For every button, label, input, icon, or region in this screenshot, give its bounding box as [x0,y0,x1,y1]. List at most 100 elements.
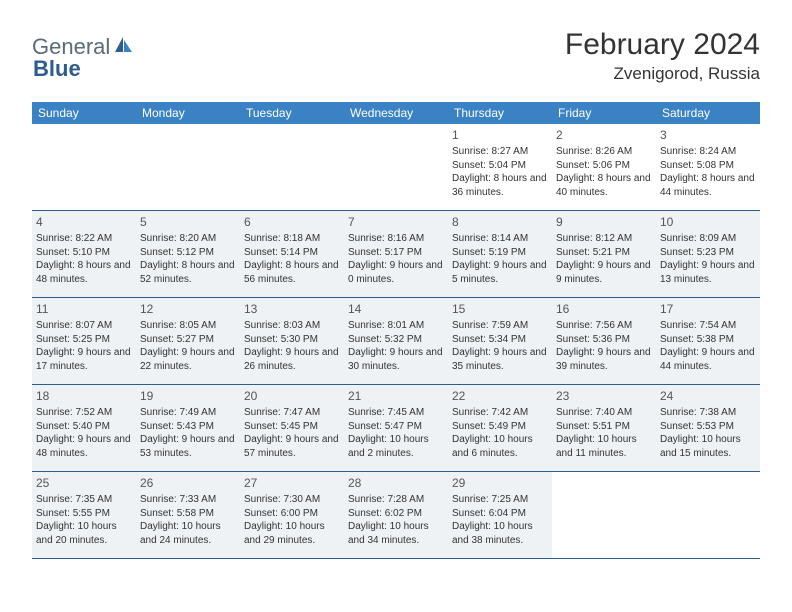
day-number: 25 [36,475,132,491]
sunrise-text: Sunrise: 7:59 AM [452,319,548,333]
sunset-text: Sunset: 5:32 PM [348,333,444,347]
day-number: 9 [556,214,652,230]
calendar-day-cell: 17Sunrise: 7:54 AMSunset: 5:38 PMDayligh… [656,298,760,384]
sunset-text: Sunset: 5:58 PM [140,507,236,521]
sail-icon [114,35,134,58]
daylight-text: Daylight: 8 hours and 52 minutes. [140,259,236,286]
day-number: 28 [348,475,444,491]
calendar-day-cell: 23Sunrise: 7:40 AMSunset: 5:51 PMDayligh… [552,385,656,471]
calendar-day-cell: 8Sunrise: 8:14 AMSunset: 5:19 PMDaylight… [448,211,552,297]
daylight-text: Daylight: 9 hours and 0 minutes. [348,259,444,286]
calendar-day-cell: 1Sunrise: 8:27 AMSunset: 5:04 PMDaylight… [448,124,552,210]
day-number: 3 [660,127,756,143]
calendar-day-cell: 9Sunrise: 8:12 AMSunset: 5:21 PMDaylight… [552,211,656,297]
sunset-text: Sunset: 5:34 PM [452,333,548,347]
calendar-day-cell: 22Sunrise: 7:42 AMSunset: 5:49 PMDayligh… [448,385,552,471]
sunrise-text: Sunrise: 7:45 AM [348,406,444,420]
sunset-text: Sunset: 5:27 PM [140,333,236,347]
sunrise-text: Sunrise: 7:54 AM [660,319,756,333]
calendar-day-cell [552,472,656,558]
calendar-day-cell: 5Sunrise: 8:20 AMSunset: 5:12 PMDaylight… [136,211,240,297]
daylight-text: Daylight: 10 hours and 2 minutes. [348,433,444,460]
sunrise-text: Sunrise: 7:33 AM [140,493,236,507]
daylight-text: Daylight: 9 hours and 44 minutes. [660,346,756,373]
sunset-text: Sunset: 5:30 PM [244,333,340,347]
sunrise-text: Sunrise: 8:16 AM [348,232,444,246]
sunrise-text: Sunrise: 8:22 AM [36,232,132,246]
daylight-text: Daylight: 9 hours and 39 minutes. [556,346,652,373]
calendar-day-cell: 21Sunrise: 7:45 AMSunset: 5:47 PMDayligh… [344,385,448,471]
sunset-text: Sunset: 5:51 PM [556,420,652,434]
sunrise-text: Sunrise: 7:40 AM [556,406,652,420]
day-number: 22 [452,388,548,404]
day-number: 15 [452,301,548,317]
weekday-header: Friday [552,102,656,124]
weekday-header: Sunday [32,102,136,124]
calendar-day-cell: 25Sunrise: 7:35 AMSunset: 5:55 PMDayligh… [32,472,136,558]
calendar-week-row: 1 Sunrise: 8:27 AMSunset: 5:04 PM Daylight… [32,124,760,210]
sunrise-text: Sunrise: 8:20 AM [140,232,236,246]
day-number: 14 [348,301,444,317]
day-number: 23 [556,388,652,404]
weekday-header: Thursday [448,102,552,124]
daylight-text: Daylight: 9 hours and 53 minutes. [140,433,236,460]
daylight-text: Daylight: 10 hours and 20 minutes. [36,520,132,547]
weekday-header: Wednesday [344,102,448,124]
calendar-day-cell: 2Sunrise: 8:26 AMSunset: 5:06 PMDaylight… [552,124,656,210]
sunset-text: Sunset: 5:25 PM [36,333,132,347]
sunset-text: Sunset: 5:45 PM [244,420,340,434]
calendar-day-cell: 11Sunrise: 8:07 AMSunset: 5:25 PMDayligh… [32,298,136,384]
calendar-body: 1 Sunrise: 8:27 AMSunset: 5:04 PM Daylight… [32,124,760,558]
calendar-day-cell: 6Sunrise: 8:18 AMSunset: 5:14 PMDaylight… [240,211,344,297]
day-number: 2 [556,127,652,143]
sunset-text: Sunset: 5:43 PM [140,420,236,434]
calendar-day-cell: 14Sunrise: 8:01 AMSunset: 5:32 PMDayligh… [344,298,448,384]
daylight-text: Daylight: 9 hours and 9 minutes. [556,259,652,286]
sunset-text: Sunset: 5:12 PM [140,246,236,260]
calendar-week-row: 4Sunrise: 8:22 AMSunset: 5:10 PMDaylight… [32,210,760,297]
daylight-text: Daylight: 8 hours and 44 minutes. [660,172,756,199]
calendar-day-cell: 28Sunrise: 7:28 AMSunset: 6:02 PMDayligh… [344,472,448,558]
sunrise-text: Sunrise: 8:01 AM [348,319,444,333]
calendar-grid: SundayMondayTuesdayWednesdayThursdayFrid… [32,102,760,559]
daylight-text: Daylight: 10 hours and 6 minutes. [452,433,548,460]
month-title: February 2024 [565,28,760,62]
calendar-day-cell: 10Sunrise: 8:09 AMSunset: 5:23 PMDayligh… [656,211,760,297]
sunset-text: Sunset: 5:17 PM [348,246,444,260]
calendar-day-cell: 7Sunrise: 8:16 AMSunset: 5:17 PMDaylight… [344,211,448,297]
day-number: 13 [244,301,340,317]
calendar-day-cell: 16Sunrise: 7:56 AMSunset: 5:36 PMDayligh… [552,298,656,384]
day-number: 16 [556,301,652,317]
calendar-day-cell: 4Sunrise: 8:22 AMSunset: 5:10 PMDaylight… [32,211,136,297]
calendar-day-cell [136,124,240,210]
day-number: 1 [452,127,548,143]
daylight-text: Daylight: 9 hours and 13 minutes. [660,259,756,286]
calendar-day-cell: 18Sunrise: 7:52 AMSunset: 5:40 PMDayligh… [32,385,136,471]
calendar-day-cell [240,124,344,210]
calendar-day-cell: 26Sunrise: 7:33 AMSunset: 5:58 PMDayligh… [136,472,240,558]
sunrise-text: Sunrise: 8:07 AM [36,319,132,333]
calendar-day-cell: 19Sunrise: 7:49 AMSunset: 5:43 PMDayligh… [136,385,240,471]
calendar-week-row: 11 Sunrise: 8:07 AMSunset: 5:25 PM Dayligh… [32,297,760,384]
page-header: General February 2024 Zvenigorod, Russia [32,28,760,84]
weekday-header: Monday [136,102,240,124]
calendar-day-cell: 20Sunrise: 7:47 AMSunset: 5:45 PMDayligh… [240,385,344,471]
calendar-day-cell: 3Sunrise: 8:24 AMSunset: 5:08 PMDaylight… [656,124,760,210]
sunset-text: Sunset: 5:04 PM [452,159,548,173]
day-number: 19 [140,388,236,404]
daylight-text: Daylight: 9 hours and 57 minutes. [244,433,340,460]
sunset-text: Sunset: 5:49 PM [452,420,548,434]
daylight-text: Daylight: 9 hours and 48 minutes. [36,433,132,460]
sunset-text: Sunset: 5:19 PM [452,246,548,260]
sunset-text: Sunset: 5:40 PM [36,420,132,434]
daylight-text: Daylight: 10 hours and 34 minutes. [348,520,444,547]
sunrise-text: Sunrise: 8:27 AM [452,145,548,159]
sunrise-text: Sunrise: 7:35 AM [36,493,132,507]
day-number: 11 [36,301,132,317]
day-number: 21 [348,388,444,404]
sunset-text: Sunset: 5:23 PM [660,246,756,260]
sunrise-text: Sunrise: 8:24 AM [660,145,756,159]
sunrise-text: Sunrise: 8:26 AM [556,145,652,159]
sunset-text: Sunset: 5:38 PM [660,333,756,347]
calendar-week-row: 25Sunrise: 7:35 AMSunset: 5:55 PMDayligh… [32,471,760,558]
